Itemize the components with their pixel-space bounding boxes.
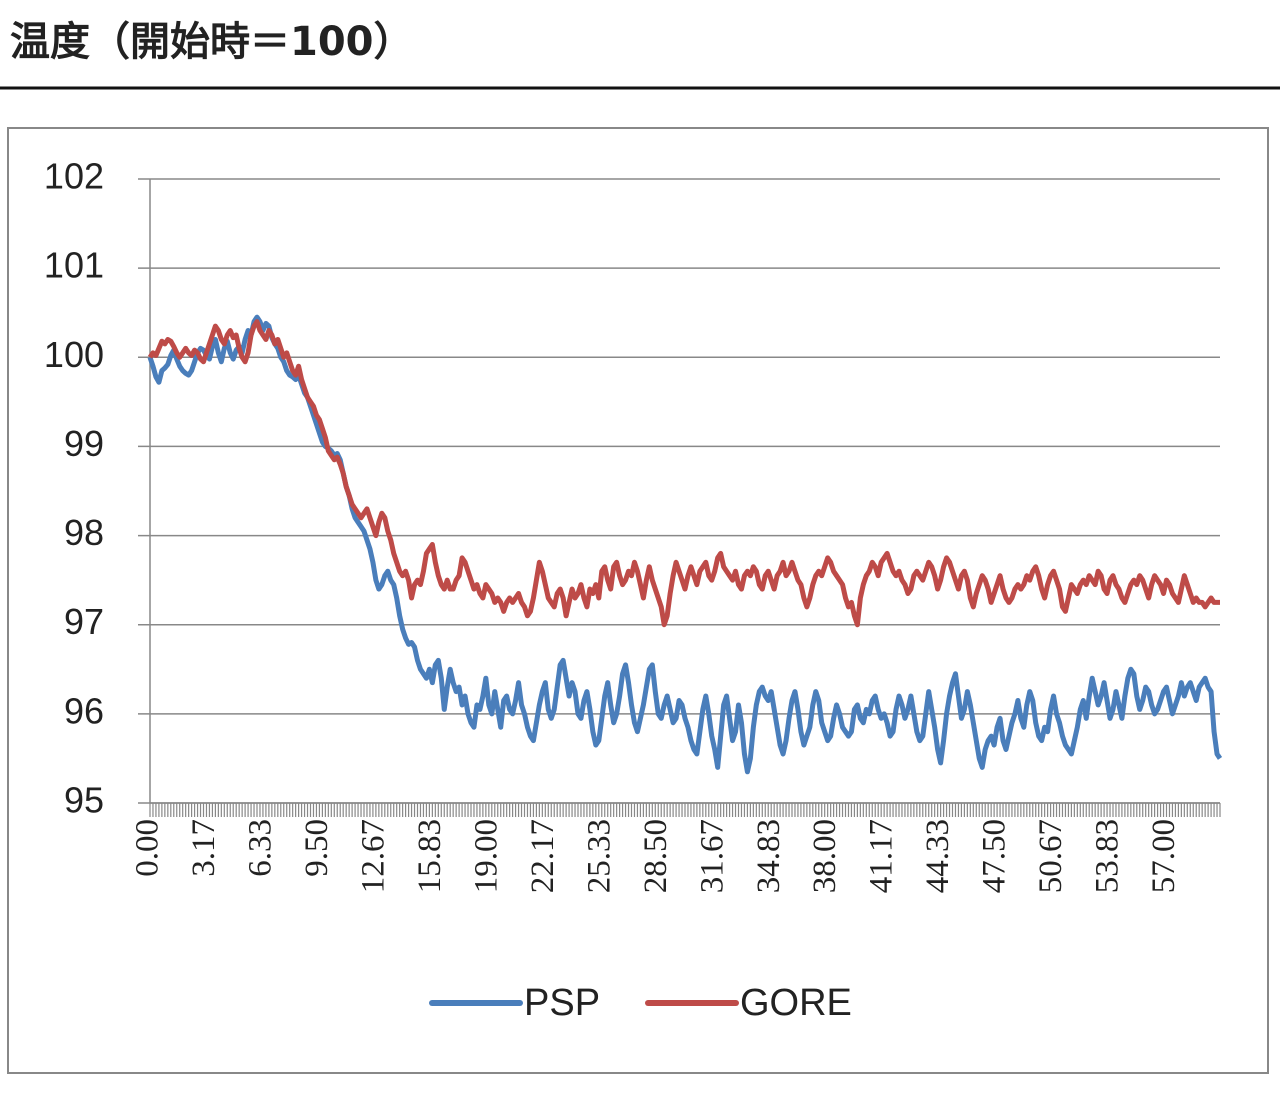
x-tick-label: 47.50 [977,819,1013,893]
x-tick-label: 9.50 [299,819,335,877]
y-tick-label: 100 [44,334,104,375]
x-tick-label: 41.17 [864,819,900,893]
x-tick-label: 44.33 [920,819,956,893]
y-tick-label: 95 [64,780,104,821]
legend-label: PSP [524,982,600,1024]
chart-title: 温度（開始時＝100） [10,19,414,65]
chart-frame [7,127,1269,1074]
x-tick-label: 57.00 [1146,819,1182,893]
y-tick-label: 96 [64,690,104,731]
x-tick-label: 19.00 [468,819,504,893]
x-tick-label: 22.17 [525,819,561,893]
x-tick-label: 15.83 [412,819,448,893]
x-tick-label: 12.67 [355,819,391,893]
legend-label: GORE [740,982,852,1024]
x-tick-label: 38.00 [807,819,843,893]
y-tick-label: 101 [44,245,104,286]
y-tick-label: 97 [64,601,104,642]
line-series [147,319,1220,628]
y-tick-label: 102 [44,156,104,197]
x-tick-label: 6.33 [243,819,279,877]
x-tick-label: 0.00 [130,819,166,877]
x-tick-label: 28.50 [638,819,674,893]
x-tick-label: 53.83 [1090,819,1126,893]
x-tick-label: 3.17 [186,819,222,877]
y-tick-label: 99 [64,423,104,464]
y-tick-label: 98 [64,512,104,553]
x-tick-label: 50.67 [1033,819,1069,893]
line-series [147,314,1223,775]
x-tick-label: 34.83 [751,819,787,893]
x-tick-label: 25.33 [581,819,617,893]
x-tick-label: 31.67 [694,819,730,893]
